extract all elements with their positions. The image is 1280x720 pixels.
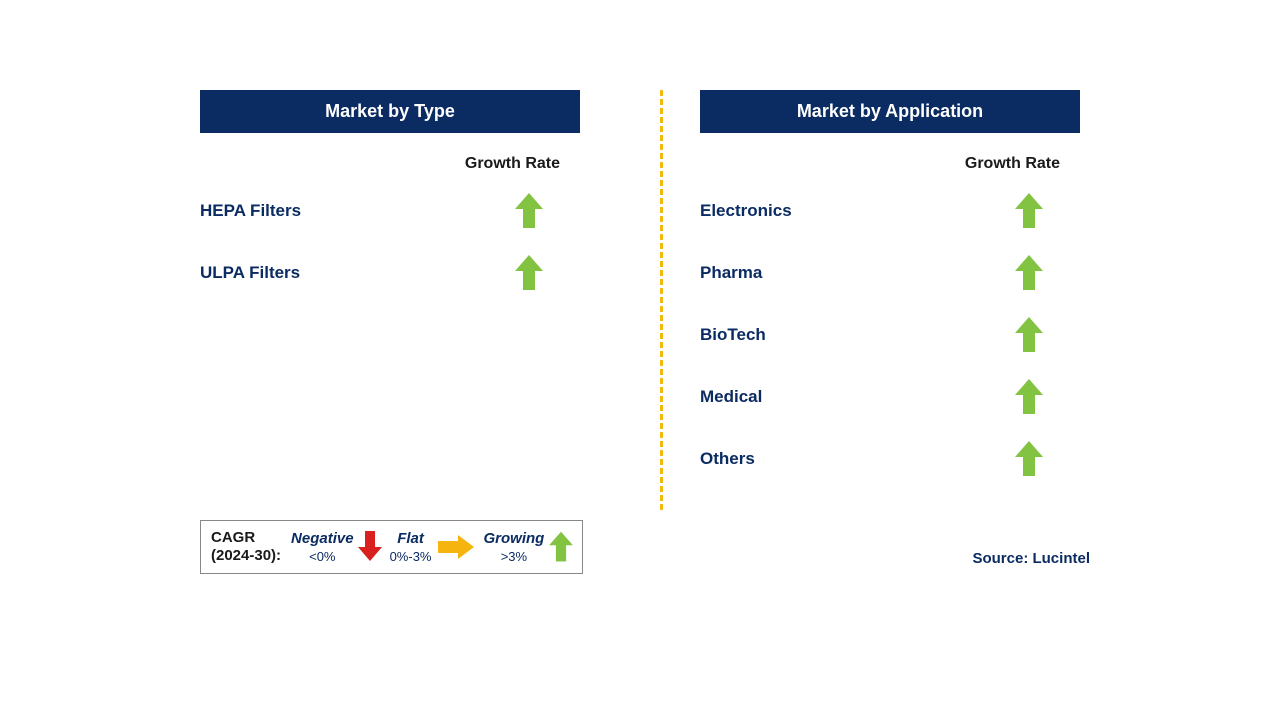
panel-market-by-type: Market by Type Growth Rate HEPA Filters U… <box>200 90 660 503</box>
panels-wrap: Market by Type Growth Rate HEPA Filters U… <box>200 90 1120 503</box>
list-item: BioTech <box>700 317 1040 353</box>
list-item: Electronics <box>700 193 1040 229</box>
arrow-up-icon <box>518 255 540 291</box>
arrow-up-icon <box>1018 193 1040 229</box>
panel-header-type: Market by Type <box>200 90 580 133</box>
legend-negative: Negative <0% <box>291 530 380 564</box>
row-label: HEPA Filters <box>200 201 301 221</box>
arrow-down-icon <box>360 531 380 563</box>
arrow-up-icon <box>1018 441 1040 477</box>
arrow-up-icon <box>1018 379 1040 415</box>
arrow-up-icon <box>1018 317 1040 353</box>
legend-flat: Flat 0%-3% <box>390 530 474 564</box>
legend-growing-range: >3% <box>501 549 527 564</box>
application-rows: Electronics Pharma BioTech Medical Others <box>700 193 1120 477</box>
legend-negative-label: Negative <box>291 530 354 547</box>
legend-negative-range: <0% <box>309 549 335 564</box>
row-label: Medical <box>700 387 762 407</box>
panel-market-by-application: Market by Application Growth Rate Electr… <box>660 90 1120 503</box>
list-item: ULPA Filters <box>200 255 540 291</box>
growth-rate-label-right: Growth Rate <box>700 155 1060 173</box>
arrow-up-icon <box>1018 255 1040 291</box>
arrow-right-icon <box>438 536 474 558</box>
legend-growing: Growing >3% <box>484 529 573 565</box>
growth-rate-label-left: Growth Rate <box>200 155 560 173</box>
type-rows: HEPA Filters ULPA Filters <box>200 193 620 291</box>
row-label: Others <box>700 449 755 469</box>
list-item: HEPA Filters <box>200 193 540 229</box>
row-label: BioTech <box>700 325 766 345</box>
row-label: Electronics <box>700 201 792 221</box>
legend-flat-label: Flat <box>397 530 424 547</box>
arrow-up-icon <box>518 193 540 229</box>
panel-header-application: Market by Application <box>700 90 1080 133</box>
list-item: Medical <box>700 379 1040 415</box>
row-label: ULPA Filters <box>200 263 300 283</box>
infographic-container: Market by Type Growth Rate HEPA Filters U… <box>200 90 1120 503</box>
list-item: Others <box>700 441 1040 477</box>
legend-cagr-line1: CAGR <box>211 529 281 547</box>
legend-cagr-label: CAGR (2024-30): <box>211 529 281 565</box>
legend-growing-label: Growing <box>484 530 545 547</box>
source-attribution: Source: Lucintel <box>972 550 1090 567</box>
legend-flat-range: 0%-3% <box>390 549 432 564</box>
row-label: Pharma <box>700 263 762 283</box>
legend-cagr-line2: (2024-30): <box>211 547 281 565</box>
arrow-up-icon <box>552 532 571 563</box>
cagr-legend: CAGR (2024-30): Negative <0% Flat 0%-3% … <box>200 520 583 574</box>
list-item: Pharma <box>700 255 1040 291</box>
